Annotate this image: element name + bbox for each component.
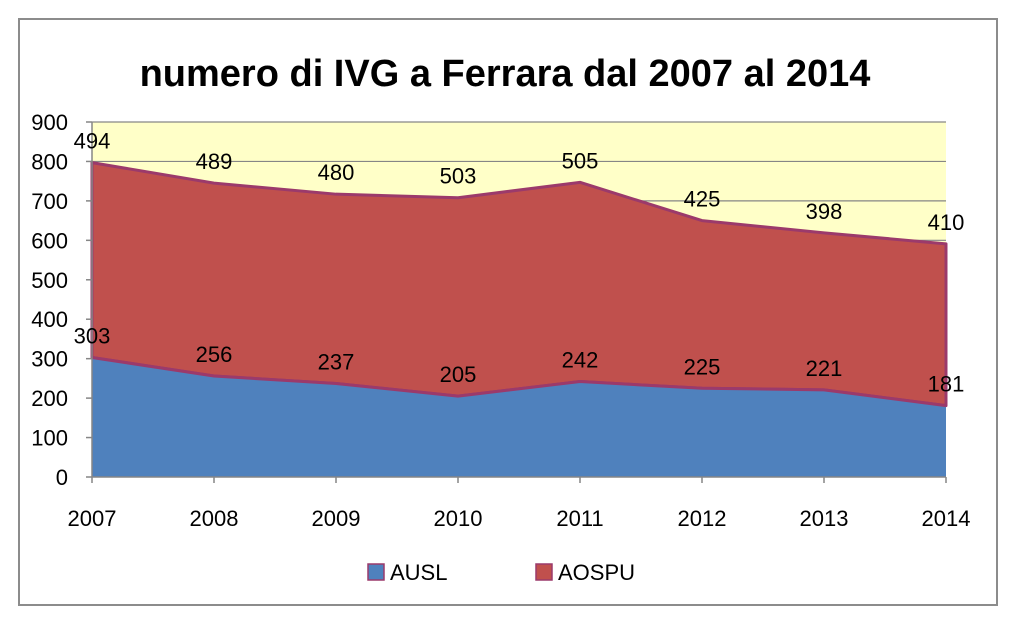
data-label-ausl-2013: 221 (806, 356, 843, 381)
data-label-ausl-2011: 242 (562, 348, 599, 373)
x-tick-label-2009: 2009 (312, 506, 361, 531)
axes (91, 122, 946, 478)
x-axis-ticks: 2007 2008 2009 2010 2011 2012 2013 2014 (68, 477, 971, 531)
x-tick-label-2012: 2012 (678, 506, 727, 531)
data-label-ausl-2009: 237 (318, 350, 355, 375)
x-tick-label-2013: 2013 (800, 506, 849, 531)
data-label-aospu-2010: 503 (440, 164, 477, 189)
y-tick-label-500: 500 (31, 268, 68, 293)
data-label-aospu-2008: 489 (196, 149, 233, 174)
legend-label-ausl: AUSL (390, 560, 447, 585)
area-ausl-outline (91, 356, 947, 408)
legend-label-aospu: AOSPU (558, 560, 635, 585)
y-tick-label-400: 400 (31, 307, 68, 332)
y-tick-label-0: 0 (56, 465, 68, 490)
data-label-aospu-2014: 410 (928, 210, 965, 235)
data-label-ausl-2012: 225 (684, 354, 721, 379)
data-label-ausl-2010: 205 (440, 362, 477, 387)
y-tick-label-100: 100 (31, 426, 68, 451)
y-tick-label-800: 800 (31, 149, 68, 174)
y-tick-label-700: 700 (31, 189, 68, 214)
series-areas (90, 161, 948, 477)
data-label-aospu-2013: 398 (806, 199, 843, 224)
legend-swatch-ausl (367, 563, 385, 581)
y-tick-label-600: 600 (31, 228, 68, 253)
legend: AUSL AOSPU (367, 560, 635, 585)
data-label-ausl-2008: 256 (196, 342, 233, 367)
data-label-ausl-2014: 181 (928, 372, 965, 397)
area-ausl (92, 357, 946, 477)
data-label-ausl-2007: 303 (74, 323, 111, 348)
y-tick-label-900: 900 (31, 110, 68, 135)
data-label-aospu-2012: 425 (684, 187, 721, 212)
data-label-aospu-2009: 480 (318, 160, 355, 185)
x-tick-label-2010: 2010 (434, 506, 483, 531)
data-labels: 303 256 237 205 242 225 221 181 494 489 480 503 505 4… (74, 129, 965, 397)
x-tick-label-2011: 2011 (556, 506, 603, 531)
x-tick-label-2014: 2014 (922, 506, 971, 531)
x-tick-label-2007: 2007 (68, 506, 117, 531)
y-tick-label-300: 300 (31, 347, 68, 372)
data-label-aospu-2007: 494 (74, 129, 111, 154)
x-tick-label-2008: 2008 (190, 506, 239, 531)
legend-swatch-aospu (535, 563, 553, 581)
data-label-aospu-2011: 505 (562, 148, 599, 173)
y-axis-ticks: 0 100 200 300 400 500 600 700 800 900 (31, 110, 92, 490)
y-tick-label-200: 200 (31, 386, 68, 411)
chart-title: numero di IVG a Ferrara dal 2007 al 2014 (140, 53, 871, 95)
